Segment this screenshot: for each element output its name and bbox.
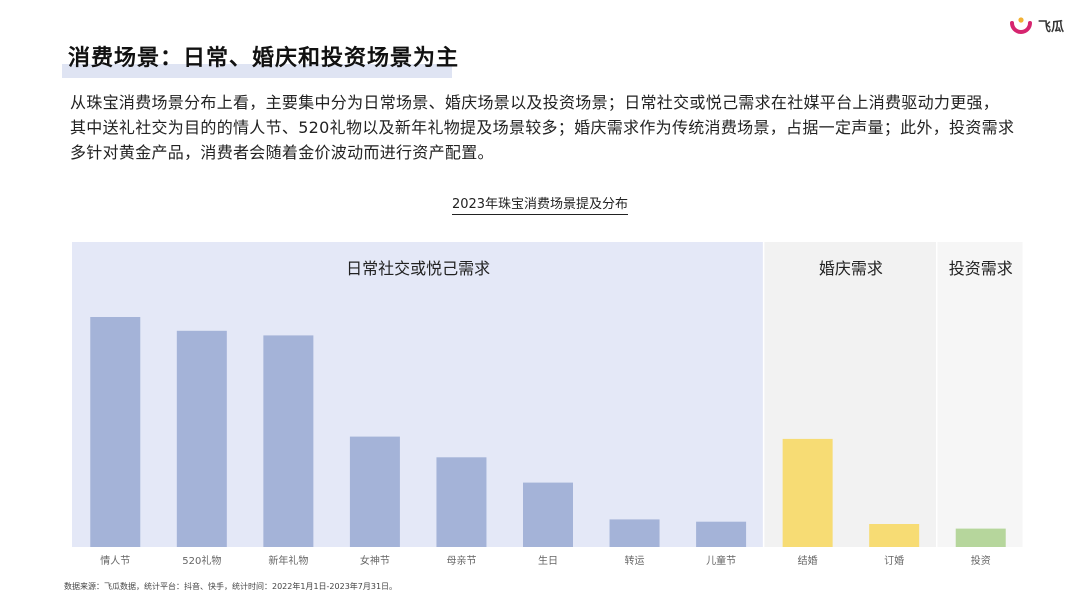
group-label-2: 婚庆需求 [819,259,883,278]
brand-logo: 飞瓜 [1008,12,1064,38]
x-tick-label: 转运 [625,554,645,567]
x-tick-label: 生日 [538,554,558,567]
chart-title: 2023年珠宝消费场景提及分布 [0,193,1080,215]
bar-6 [523,482,573,547]
group-label-1: 日常社交或悦己需求 [346,259,490,278]
bar-4 [349,436,400,547]
group-background-1 [72,242,763,547]
x-tick-label: 结婚 [798,554,818,567]
x-tick-label: 女神节 [360,554,390,567]
x-tick-label: 儿童节 [706,554,736,567]
bar-10 [869,524,920,547]
group-background-3 [937,242,1023,547]
title-highlight [62,64,452,78]
bar-11 [955,528,1006,547]
x-tick-label: 母亲节 [446,554,476,567]
brand-name: 飞瓜 [1037,19,1064,35]
x-tick-label: 新年礼物 [268,554,308,567]
chart-title-text: 2023年珠宝消费场景提及分布 [451,197,629,215]
x-tick-label: 520礼物 [182,554,221,567]
description-text: 从珠宝消费场景分布上看，主要集中分为日常场景、婚庆场景以及投资场景；日常社交或悦… [70,93,1015,162]
bar-9 [782,438,833,547]
bar-7 [609,519,660,547]
bar-2 [176,330,227,547]
feigua-logo-icon [1009,17,1032,34]
x-tick-label: 情人节 [100,554,130,567]
x-tick-label: 订婚 [884,554,904,567]
data-source-footnote: 数据来源：飞瓜数据，统计平台：抖音、快手，统计时间：2022年1月1日-2023… [64,582,398,591]
bar-3 [263,335,314,547]
x-tick-label: 投资 [971,554,991,567]
page-title-block: 消费场景：日常、婚庆和投资场景为主 [62,40,460,78]
bar-8 [696,521,747,547]
page-title: 消费场景：日常、婚庆和投资场景为主 [68,46,460,71]
bar-1 [90,317,141,547]
bar-5 [436,457,487,547]
group-label-3: 投资需求 [949,259,1013,278]
